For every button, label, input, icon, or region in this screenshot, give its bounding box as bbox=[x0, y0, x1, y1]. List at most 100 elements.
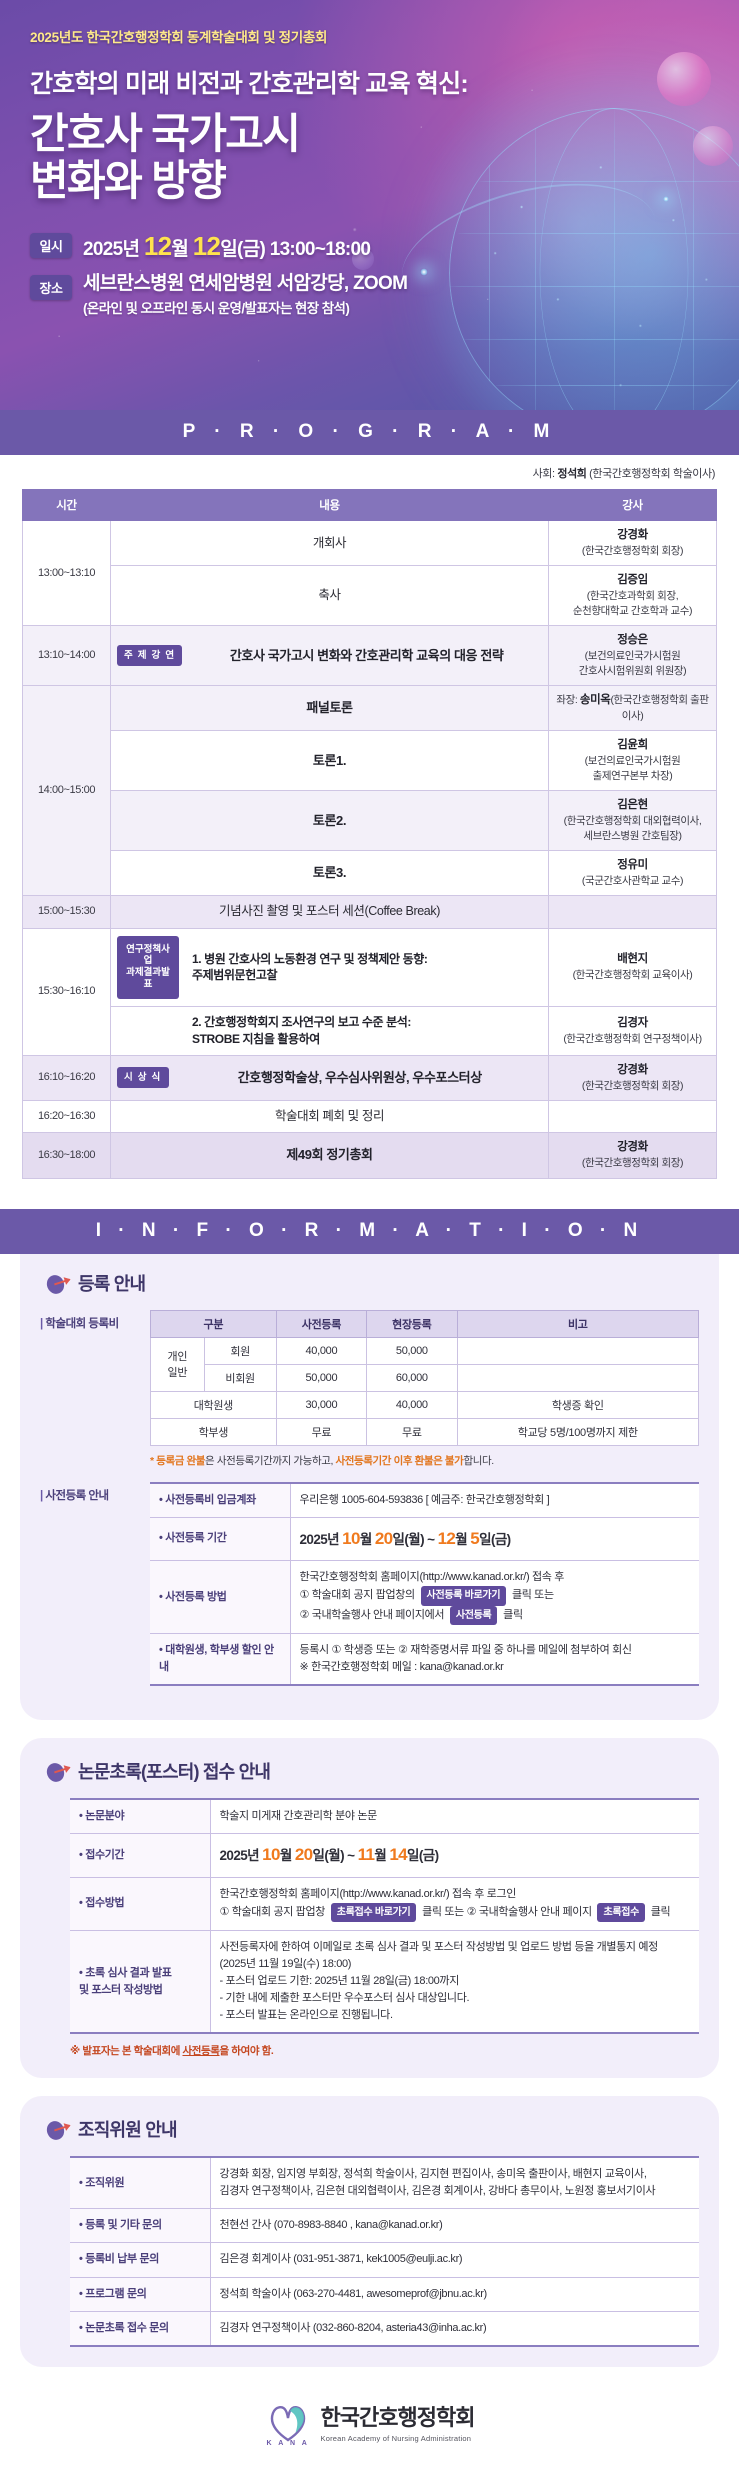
pre-registration-badge[interactable]: 사전등록 bbox=[449, 1605, 498, 1626]
kv-row-key: 접수기간 bbox=[70, 1833, 211, 1878]
kana-mark-label: K A N A bbox=[266, 2439, 310, 2447]
program-row-lecturer bbox=[548, 895, 717, 929]
program-row-title: 축사 bbox=[318, 588, 341, 603]
abstract-shortcut-badge[interactable]: 초록접수 바로가기 bbox=[330, 1902, 417, 1923]
program-row: 축사 김증임 (한국간호과학회 회장, 순천향대학교 간호학과 교수) bbox=[23, 565, 717, 627]
program-col-content: 내용 bbox=[110, 489, 549, 521]
kv-method-line-1: 한국간호행정학회 홈페이지(http://www.kanad.or.kr/) 접… bbox=[299, 1571, 565, 1584]
program-row: 13:00~13:10 개회사 강경화 (한국간호행정학회 회장) bbox=[22, 519, 717, 627]
program-row: 16:30~18:00 제49회 정기총회 강경화 (한국간호행정학회 회장) bbox=[22, 1132, 717, 1179]
kv-date-month-2: 11 bbox=[357, 1845, 375, 1865]
program-row-time: 16:30~18:00 bbox=[22, 1132, 111, 1179]
fee-block-label: 학술대회 등록비 bbox=[40, 1310, 150, 1331]
kv-date-day-1-unit: 일(월) bbox=[392, 1531, 425, 1547]
kv-date: 2025년 10월 20일(월) ~ 11월 14일(금) bbox=[220, 1845, 440, 1865]
place-sub: (온라인 및 오프라인 동시 운영/발표자는 현장 참석) bbox=[83, 301, 350, 317]
kv-row-key: 사전등록비 입금계좌 bbox=[150, 1481, 291, 1518]
kana-heart-icon: K A N A bbox=[265, 2399, 311, 2447]
moderator-name: 정석희 bbox=[557, 468, 587, 480]
kv-method-line-3: ② 국내학술행사 안내 페이지에서 사전등록 클릭 bbox=[300, 1605, 691, 1626]
program-row: 토론3. 정유미 (국군간호사관학교 교수) bbox=[23, 849, 717, 897]
program-band-title: P · R · O · G · R · A · M bbox=[0, 410, 739, 455]
date-month-unit: 월 bbox=[171, 239, 189, 261]
fee-row: 개인 일반 회원 40,000 50,000 bbox=[150, 1336, 700, 1392]
pre-registration-label: 사전등록 안내 bbox=[40, 1482, 150, 1503]
abstract-footnote: ※ 발표자는 본 학술대회에 사전등록을 하여야 함. bbox=[70, 2043, 699, 2058]
program-row-lecturer: 김증임 (한국간호과학회 회장, 순천향대학교 간호학과 교수) bbox=[548, 565, 717, 627]
program-row-lecturer bbox=[548, 1100, 717, 1134]
fee-row-onsite: 50,000 bbox=[366, 1336, 458, 1365]
program-row-lecturer-affiliation: (한국간호행정학회 출판이사) bbox=[610, 694, 709, 722]
program-row-lecturer-name: 김은현 bbox=[617, 799, 648, 812]
program-row-title: 간호사 국가고시 변화와 간호관리학 교육의 대응 전략 bbox=[229, 647, 504, 663]
program-row-title: 기념사진 촬영 및 포스터 세션(Coffee Break) bbox=[219, 904, 440, 919]
kv-date-day-2: 14 bbox=[389, 1845, 408, 1865]
program-row-content: 연구정책사업 과제결과발표 1. 병원 간호사의 노동환경 연구 및 정책제안 동향… bbox=[110, 927, 549, 1008]
program-row: 15:30~16:10 연구정책사업 과제결과발표 1. 병원 간호사의 노동환경 연… bbox=[22, 927, 717, 1056]
moderator-label: 사회: bbox=[532, 468, 556, 480]
society-name-en: Korean Academy of Nursing Administration bbox=[320, 2434, 472, 2444]
kv-row-value: 학술지 미게재 간호관리학 분야 논문 bbox=[210, 1798, 699, 1835]
kv-row-key: 사전등록 방법 bbox=[150, 1560, 291, 1635]
fee-note-part-2: 은 사전등록기간까지 가능하고, bbox=[205, 1454, 336, 1467]
program-row-lecturer-name: 김윤희 bbox=[617, 739, 648, 752]
abstract-submit-badge[interactable]: 초록접수 bbox=[597, 1902, 646, 1923]
registration-title: 등록 안내 bbox=[78, 1273, 146, 1294]
fee-row-note bbox=[456, 1363, 700, 1392]
kv-method-line-1: 한국간호행정학회 홈페이지(http://www.kanad.or.kr/) 접… bbox=[219, 1887, 517, 1900]
program-row-title: 제49회 정기총회 bbox=[286, 1147, 373, 1163]
fee-row-group: 개인 일반 bbox=[150, 1336, 205, 1392]
program-row-content: 토론2. bbox=[110, 790, 549, 851]
fee-row: 비회원 50,000 60,000 bbox=[151, 1363, 700, 1392]
kv-row-key: 논문분야 bbox=[70, 1798, 211, 1835]
program-row-content: 제49회 정기총회 bbox=[110, 1132, 549, 1179]
program-row-lecturer-affiliation: (한국간호행정학회 대외협력이사, 세브란스병원 간호팀장) bbox=[563, 815, 702, 842]
kv-row-value: 사전등록자에 한하여 이메일로 초록 심사 결과 및 포스터 작성방법 및 업로… bbox=[210, 1930, 699, 2035]
kv-date-month-2: 12 bbox=[437, 1528, 456, 1548]
kv-date-day-2: 5 bbox=[470, 1528, 480, 1548]
kv-date-month-1-unit: 월 bbox=[279, 1848, 292, 1864]
kv-row-key: 조직위원 bbox=[70, 2156, 211, 2210]
kv-row-key: 사전등록 기간 bbox=[150, 1516, 291, 1562]
program-row: 토론1. 김윤희 (보건의료인국가시험원 출제연구본부 차장) bbox=[23, 730, 717, 792]
kv-date-year: 2025년 bbox=[299, 1531, 340, 1547]
kv-row-value: 김은경 회계이사 (031-951-3871, kek1005@eulji.ac… bbox=[210, 2242, 699, 2278]
abstract-title: 논문초록(포스터) 접수 안내 bbox=[78, 1762, 271, 1783]
kv-row-value: 2025년 10월 20일(월) ~ 12월 5일(금) bbox=[290, 1516, 699, 1562]
program-col-time: 시간 bbox=[22, 489, 111, 521]
program-row-lecturer-affiliation: (한국간호행정학회 연구정책이사) bbox=[563, 1032, 702, 1045]
pre-registration-shortcut-badge[interactable]: 사전등록 바로가기 bbox=[420, 1586, 507, 1606]
program-row-lecturer: 배현지 (한국간호행정학회 교육이사) bbox=[548, 927, 717, 1008]
program-row-lecturer-name: 강경화 bbox=[617, 1063, 648, 1076]
event-title: 간호사 국가고시 변화와 방향 bbox=[30, 110, 739, 204]
event-meta: 일시 2025년 12월 12일(금) 13:00~18:00 장소 세브란스병… bbox=[30, 230, 739, 317]
kv-row-value: 강경화 회장, 임지영 부회장, 정석희 학술이사, 김지현 편집이사, 송미옥… bbox=[210, 2156, 699, 2210]
program-row-lecturer-name: 김경자 bbox=[617, 1016, 648, 1029]
kv-row-key: 접수방법 bbox=[70, 1876, 211, 1932]
program-row-lecturer-affiliation: (한국간호과학회 회장, 순천향대학교 간호학과 교수) bbox=[572, 590, 693, 617]
kv-row: 사전등록 방법 한국간호행정학회 홈페이지(http://www.kanad.or… bbox=[150, 1560, 699, 1635]
program-col-lecturer: 강사 bbox=[548, 489, 717, 521]
footer: K A N A 한국간호행정학회 Korean Academy of Nursi… bbox=[0, 2372, 739, 2475]
kv-row-value: 우리은행 1005-604-593836 [ 예금주: 한국간호행정학회 ] bbox=[290, 1481, 699, 1518]
fee-row: 대학원생 30,000 40,000 학생증 확인 bbox=[150, 1390, 700, 1419]
bullet-pointer-icon bbox=[44, 2116, 70, 2143]
program-row-lecturer-prefix: 좌장: bbox=[556, 694, 580, 706]
fee-row-note: 학교당 5명/100명까지 제한 bbox=[456, 1417, 700, 1446]
program-row-lecturer-affiliation: (한국간호행정학회 회장) bbox=[581, 1079, 684, 1092]
program-row-lecturer-affiliation: (한국간호행정학회 회장) bbox=[581, 1157, 684, 1170]
fee-col-group: 구분 bbox=[150, 1309, 277, 1338]
program-row-time: 15:00~15:30 bbox=[22, 895, 111, 929]
kv-row-key: 논문초록 접수 문의 bbox=[70, 2310, 211, 2347]
program-table-body: 13:00~13:10 개회사 강경화 (한국간호행정학회 회장) 축사 김증임 (한국간호… bbox=[22, 519, 717, 1179]
